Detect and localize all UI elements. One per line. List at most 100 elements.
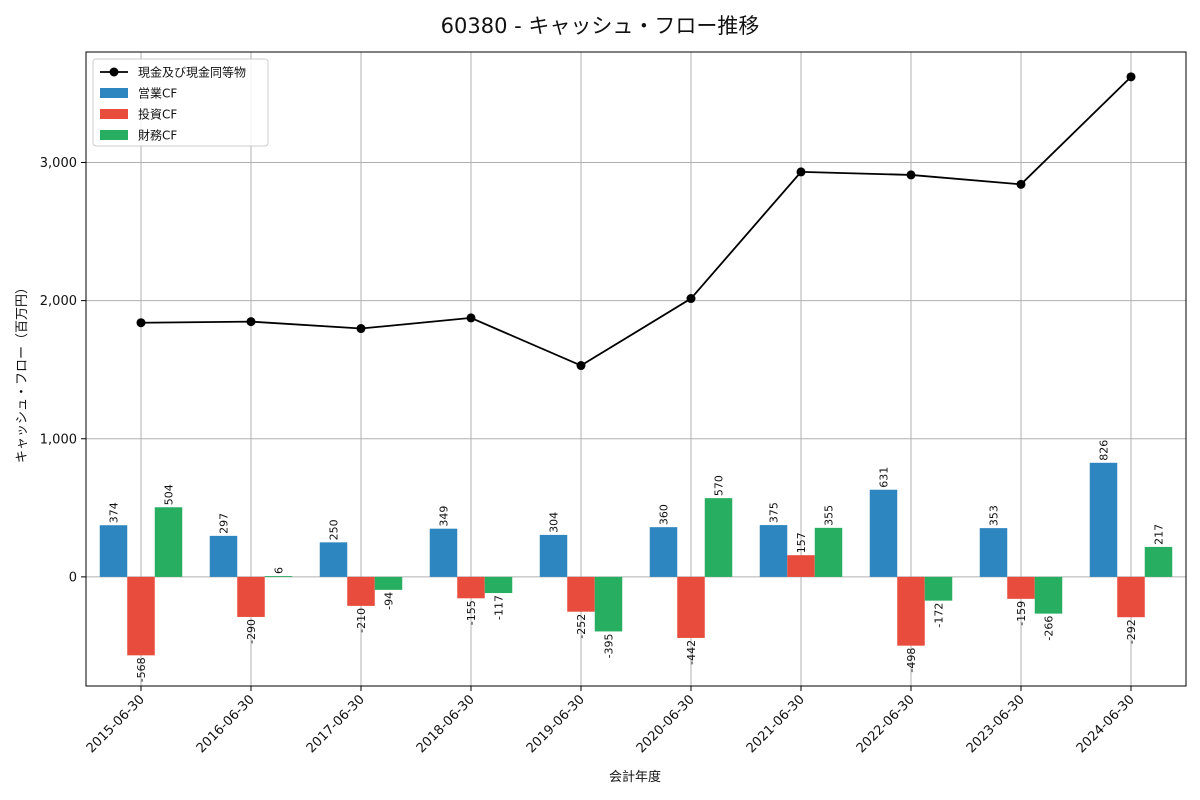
bar-投資CF: [897, 576, 925, 646]
bar-営業CF: [759, 525, 788, 577]
bar-value-label: 349: [438, 506, 451, 527]
bar-財務CF: [154, 507, 183, 577]
bar-営業CF: [649, 527, 678, 577]
legend-bar-swatch: [100, 130, 128, 140]
bar-value-label: -498: [905, 648, 918, 673]
legend-label: 投資CF: [138, 107, 177, 122]
bar-営業CF: [539, 534, 568, 577]
cash-point: [356, 324, 366, 334]
bar-営業CF: [979, 528, 1008, 577]
bar-営業CF: [1089, 462, 1118, 577]
cash-point: [1016, 179, 1026, 189]
bar-投資CF: [347, 576, 375, 606]
bar-value-label: 250: [328, 519, 341, 540]
x-tick-label: 2015-06-30: [84, 692, 148, 756]
bar-value-label: 297: [218, 513, 231, 534]
legend-label: 現金及び現金同等物: [138, 65, 246, 80]
bar-value-label: -155: [465, 600, 478, 625]
bar-value-label: -94: [383, 592, 396, 610]
bar-営業CF: [319, 542, 348, 577]
bar-value-label: 217: [1153, 524, 1166, 545]
bar-投資CF: [457, 576, 485, 599]
y-tick-label: 1,000: [40, 432, 77, 447]
bar-value-label: -117: [493, 595, 506, 620]
bar-営業CF: [99, 525, 128, 577]
chart-title: 60380 - キャッシュ・フロー推移: [441, 14, 760, 38]
x-tick-label: 2018-06-30: [414, 692, 478, 756]
cash-point: [576, 361, 586, 371]
bar-投資CF: [1007, 576, 1035, 599]
bar-投資CF: [127, 576, 155, 656]
bar-投資CF: [567, 576, 595, 612]
bar-財務CF: [374, 576, 403, 590]
bar-value-label: -266: [1043, 616, 1056, 641]
x-tick-label: 2022-06-30: [854, 692, 918, 756]
cash-line: [136, 72, 1136, 371]
bar-value-label: -568: [135, 657, 148, 682]
y-tick-label: 3,000: [40, 156, 77, 171]
y-tick-label: 2,000: [40, 294, 77, 309]
legend-line-marker: [109, 67, 119, 77]
bar-営業CF: [429, 528, 458, 577]
bar-value-label: 570: [713, 475, 726, 496]
cash-point: [466, 313, 476, 323]
bar-value-label: -172: [933, 603, 946, 628]
cash-point: [1126, 72, 1136, 82]
bar-value-label: 353: [988, 505, 1001, 526]
bar-財務CF: [1034, 576, 1063, 614]
bar-value-label: 6: [273, 567, 286, 574]
bar-投資CF: [677, 576, 705, 638]
cash-point: [246, 317, 256, 327]
x-tick-label: 2019-06-30: [524, 692, 588, 756]
bar-value-label: 374: [108, 502, 121, 523]
bar-財務CF: [814, 527, 843, 577]
cash-point: [136, 318, 146, 328]
y-tick-label: 0: [69, 570, 77, 585]
bar-投資CF: [787, 555, 815, 577]
bars: [99, 462, 1173, 656]
cash-point: [906, 170, 916, 180]
bar-value-label: 355: [823, 505, 836, 526]
plot-frame: [85, 51, 1187, 687]
bar-財務CF: [924, 576, 953, 601]
bar-value-label: -159: [1015, 601, 1028, 626]
bar-value-label: -442: [685, 640, 698, 665]
cash-point: [686, 294, 696, 304]
bar-value-label: 826: [1098, 440, 1111, 461]
bar-営業CF: [209, 535, 238, 577]
bar-財務CF: [264, 576, 293, 577]
axis-ticks: 0 1,000 2,000 3,000 2015-06-30 2016-06-30 2017…: [40, 156, 1138, 756]
x-tick-label: 2023-06-30: [964, 692, 1028, 756]
bar-財務CF: [484, 576, 513, 594]
bar-value-label: 157: [795, 532, 808, 553]
x-axis-label: 会計年度: [609, 769, 661, 785]
bar-value-label: -290: [245, 619, 258, 644]
bar-value-label: 360: [658, 504, 671, 525]
bar-value-label: 304: [548, 512, 561, 533]
x-tick-label: 2024-06-30: [1074, 692, 1138, 756]
bar-投資CF: [237, 576, 265, 617]
bar-value-label: -252: [575, 614, 588, 639]
x-tick-label: 2016-06-30: [194, 692, 258, 756]
bar-value-label: 504: [163, 484, 176, 505]
y-axis-label: キャッシュ・フロー（百万円）: [15, 281, 30, 463]
cash-point: [796, 167, 806, 177]
bar-labels: 374 297 250 349 304 360 375 631 353 826 -568 -290 -2…: [108, 440, 1166, 683]
x-tick-label: 2017-06-30: [304, 692, 368, 756]
cash-line-path: [140, 76, 1132, 367]
bar-財務CF: [704, 498, 733, 577]
bar-財務CF: [594, 576, 623, 632]
legend-bar-swatch: [100, 88, 128, 98]
x-tick-label: 2021-06-30: [744, 692, 808, 756]
x-tick-label: 2020-06-30: [634, 692, 698, 756]
bar-営業CF: [869, 489, 898, 577]
bar-value-label: 631: [878, 467, 891, 488]
legend-label: 営業CF: [138, 87, 177, 101]
bar-財務CF: [1144, 546, 1173, 577]
bar-value-label: -292: [1125, 619, 1138, 644]
bar-value-label: -395: [603, 633, 616, 658]
legend-box: [92, 58, 269, 147]
legend-bar-swatch: [100, 109, 128, 119]
